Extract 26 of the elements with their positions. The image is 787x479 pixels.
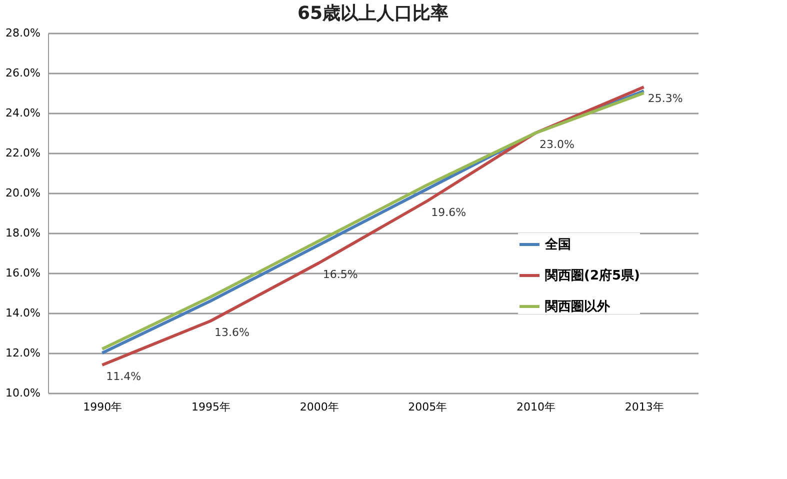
data-label: 16.5% [322,268,358,281]
y-tick-label: 20.0% [6,186,40,200]
chart-title: 65歳以上人口比率 [297,3,449,24]
y-tick-label: 26.0% [6,66,40,80]
data-label: 13.6% [214,326,250,339]
y-tick-label: 12.0% [6,346,40,360]
legend-label: 関西圏(2府5県) [545,268,640,284]
y-tick-label: 24.0% [6,106,40,120]
data-label: 19.6% [431,206,466,219]
x-tick-label: 2005年 [408,400,448,414]
legend-label: 全国 [544,238,571,252]
y-tick-label: 14.0% [6,306,40,320]
data-label: 23.0% [540,138,574,151]
x-tick-label: 2013年 [624,400,664,414]
x-tick-label: 1995年 [192,400,230,414]
data-label: 25.3% [648,92,683,105]
legend-label: 関西圏以外 [545,300,611,314]
y-tick-label: 18.0% [6,226,40,240]
y-tick-label: 10.0% [6,386,40,400]
x-tick-label: 2010年 [516,400,556,414]
y-tick-label: 22.0% [6,146,40,160]
y-tick-label: 16.0% [6,266,40,280]
x-tick-label: 1990年 [83,400,122,414]
data-label: 11.4% [106,370,142,383]
x-tick-label: 2000年 [300,400,339,414]
y-tick-label: 28.0% [6,26,40,40]
